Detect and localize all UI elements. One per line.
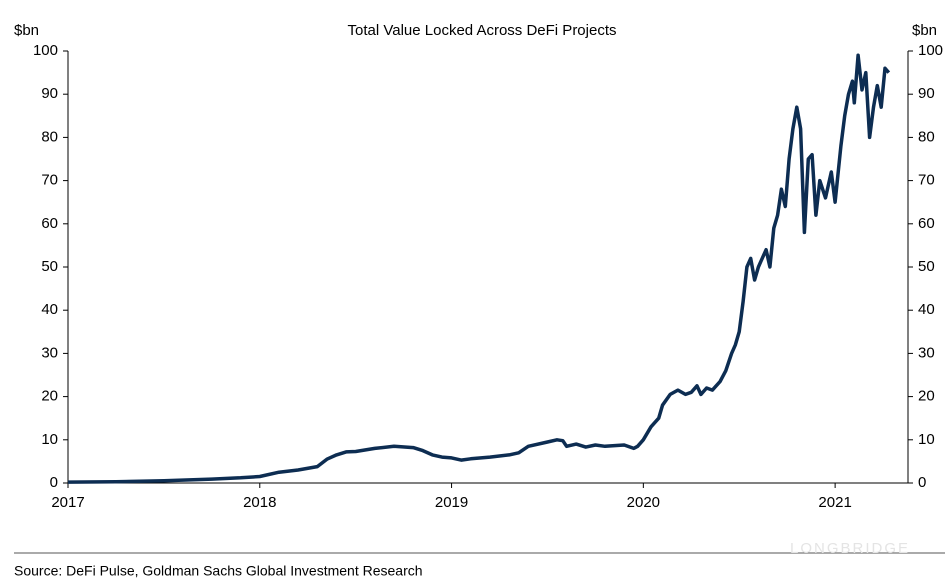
y2-tick-label: 90 [918,85,935,102]
y-tick-label: 30 [41,344,58,361]
x-tick-label: 2020 [627,494,660,511]
source-note: Source: DeFi Pulse, Goldman Sachs Global… [14,563,423,579]
y-axis-label: $bn [14,22,39,39]
y-tick-label: 90 [41,85,58,102]
y-tick-label: 60 [41,215,58,232]
y2-tick-label: 40 [918,301,935,318]
data-line [67,53,891,484]
y-tick-label: 20 [41,388,58,405]
x-tick-label: 2018 [243,494,276,511]
chart-title: Total Value Locked Across DeFi Projects [347,22,616,39]
y2-axis-label: $bn [912,22,937,39]
x-tick-label: 2019 [435,494,468,511]
y-tick-label: 50 [41,258,58,275]
y-tick-label: 80 [41,128,58,145]
y2-tick-label: 20 [918,388,935,405]
x-tick-label: 2021 [818,494,851,511]
y2-tick-label: 0 [918,474,926,491]
y2-tick-label: 100 [918,42,943,59]
y-tick-label: 100 [33,42,58,59]
y-tick-label: 0 [50,474,58,491]
y-tick-label: 40 [41,301,58,318]
watermark: LONGBRIDGE [790,540,910,557]
y2-tick-label: 50 [918,258,935,275]
y2-tick-label: 10 [918,431,935,448]
y2-tick-label: 30 [918,344,935,361]
y2-tick-label: 60 [918,215,935,232]
y-tick-label: 10 [41,431,58,448]
y2-tick-label: 80 [918,128,935,145]
y2-tick-label: 70 [918,172,935,189]
y-tick-label: 70 [41,172,58,189]
x-tick-label: 2017 [51,494,84,511]
